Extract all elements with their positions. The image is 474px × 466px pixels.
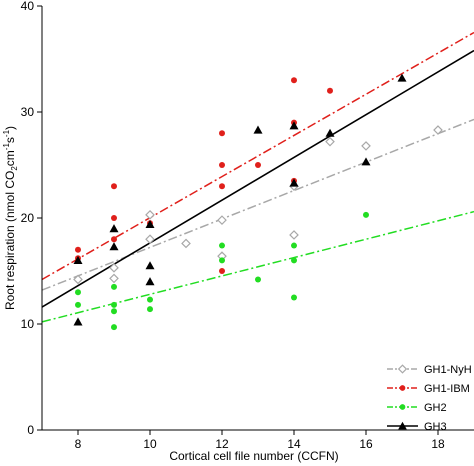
y-label-part-mid2: s — [3, 137, 17, 143]
data-point-3-0 — [73, 255, 83, 264]
data-point-3-11 — [361, 157, 371, 166]
y-label-sub: 2 — [10, 166, 19, 171]
y-label-sup-2: -1 — [2, 129, 11, 137]
data-point-0-5 — [181, 238, 191, 249]
fit-line-3 — [41, 49, 474, 308]
data-point-2-5 — [111, 324, 117, 331]
data-point-2-7 — [147, 306, 153, 313]
legend: GH1-NyH GH1-IBM GH2 GH3 — [387, 364, 472, 433]
x-tick-label-8: 8 — [75, 437, 82, 451]
data-point-0-0 — [73, 274, 83, 285]
legend-label-1: GH1-IBM — [424, 383, 470, 395]
y-axis-label: Root respiration (nmol CO2cm-1s-1) — [2, 126, 19, 310]
legend-marker-3 — [398, 421, 407, 430]
x-axis-label: Cortical cell file number (CCFN) — [169, 449, 338, 463]
data-point-1-4 — [111, 236, 117, 243]
data-point-0-4 — [145, 234, 155, 245]
data-point-3-4 — [145, 219, 155, 228]
fit-line-1 — [41, 31, 474, 281]
data-point-1-11 — [291, 77, 297, 84]
data-point-2-8 — [219, 242, 225, 249]
data-point-1-8 — [219, 183, 225, 190]
data-point-2-13 — [291, 294, 297, 301]
x-tick-label-16: 16 — [359, 437, 373, 451]
y-tick-label-10: 10 — [21, 317, 35, 331]
data-point-0-2 — [109, 262, 119, 273]
legend-label-3: GH3 — [424, 421, 447, 433]
data-point-0-12 — [433, 125, 443, 135]
data-point-2-9 — [219, 257, 225, 264]
data-point-3-3 — [109, 242, 119, 251]
data-point-3-10 — [325, 128, 335, 137]
data-point-1-7 — [219, 162, 225, 168]
data-point-2-6 — [147, 296, 153, 303]
data-point-2-4 — [111, 308, 117, 315]
data-point-3-1 — [73, 317, 83, 326]
legend-label-0: GH1-NyH — [424, 364, 472, 376]
data-point-3-12 — [397, 73, 407, 82]
data-points — [73, 73, 443, 331]
fit-line-0 — [41, 118, 474, 291]
y-label-part-mid: cm — [3, 150, 17, 166]
data-point-3-9 — [289, 178, 299, 187]
y-tick-label-0: 0 — [27, 423, 34, 437]
data-point-1-10 — [255, 162, 261, 168]
data-point-0-7 — [217, 215, 227, 225]
data-point-0-1 — [109, 273, 119, 284]
data-point-1-0 — [75, 246, 81, 253]
data-point-2-12 — [291, 257, 297, 264]
x-tick-label-14: 14 — [287, 437, 301, 451]
x-tick-label-12: 12 — [215, 437, 229, 451]
legend-marker-0 — [397, 364, 408, 374]
data-point-2-0 — [75, 289, 81, 296]
data-point-2-14 — [363, 211, 369, 218]
legend-label-2: GH2 — [424, 402, 447, 414]
data-point-2-1 — [75, 301, 81, 308]
data-point-3-6 — [145, 277, 155, 286]
y-tick-label-40: 40 — [21, 0, 35, 13]
legend-marker-2 — [399, 404, 406, 410]
y-label-part-post: ) — [3, 126, 17, 130]
fit-line-2 — [41, 210, 474, 323]
data-point-1-6 — [219, 130, 225, 137]
legend-marker-1 — [399, 385, 406, 391]
data-point-0-8 — [289, 230, 299, 240]
data-point-0-11 — [361, 141, 371, 151]
data-point-1-2 — [111, 183, 117, 190]
x-tick-label-18: 18 — [431, 437, 445, 451]
data-point-1-9 — [219, 268, 225, 274]
data-point-2-3 — [111, 301, 117, 308]
data-point-2-2 — [111, 283, 117, 290]
data-point-3-2 — [109, 224, 119, 233]
y-label-sup-1: -1 — [2, 143, 11, 151]
data-point-3-8 — [289, 121, 299, 130]
data-point-3-5 — [145, 261, 155, 270]
y-tick-label-20: 20 — [21, 211, 35, 225]
data-point-2-11 — [291, 242, 297, 249]
data-point-0-10 — [325, 136, 335, 147]
y-tick-label-30: 30 — [21, 105, 35, 119]
data-point-2-10 — [255, 276, 261, 283]
data-point-1-3 — [111, 215, 117, 221]
x-tick-label-10: 10 — [143, 437, 157, 451]
data-point-0-3 — [145, 209, 155, 220]
y-label-part-pre: Root respiration (nmol CO — [3, 171, 17, 310]
data-point-3-7 — [253, 125, 263, 134]
data-point-1-14 — [327, 87, 333, 94]
axes: 8 10 12 14 16 18 0 10 20 30 40 — [21, 0, 474, 451]
